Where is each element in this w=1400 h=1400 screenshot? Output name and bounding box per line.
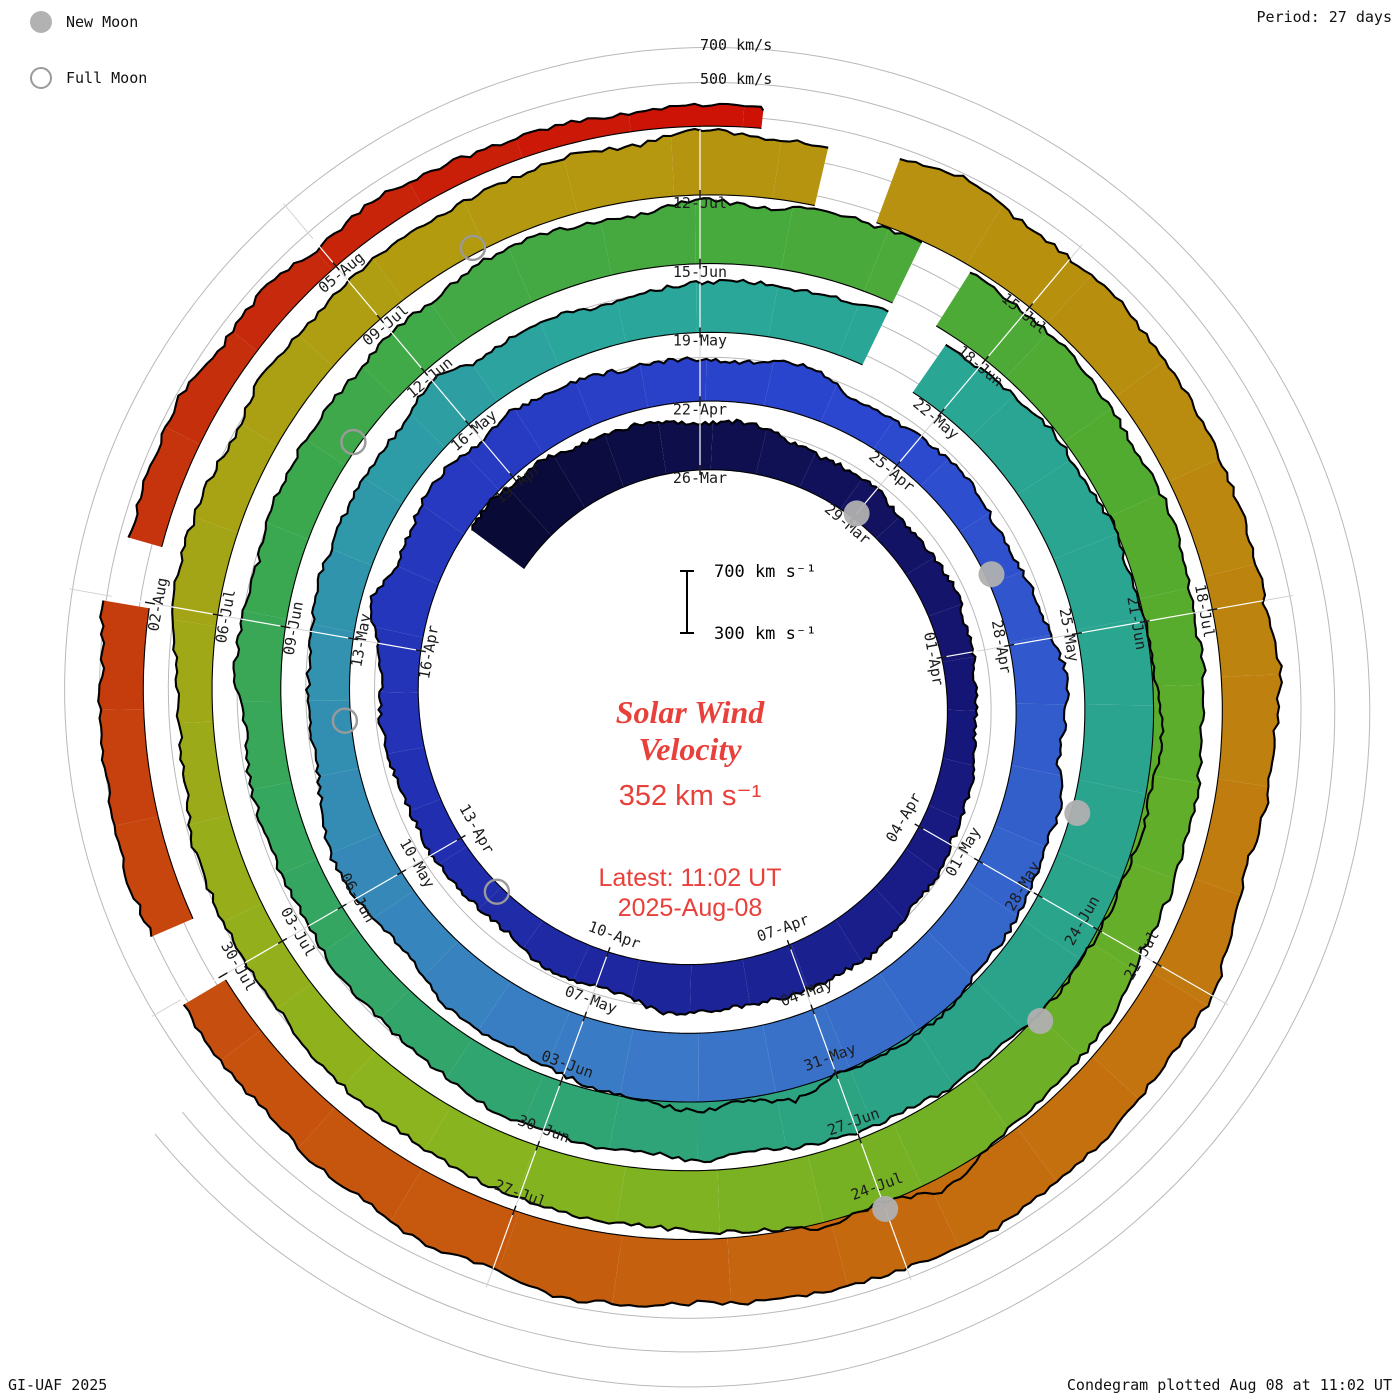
credit-label: GI-UAF 2025 bbox=[8, 1376, 108, 1394]
new-moon-marker bbox=[1064, 800, 1091, 826]
gridline-label-700: 700 km/s bbox=[700, 36, 773, 54]
full-moon-marker bbox=[459, 234, 487, 262]
moon-markers bbox=[331, 234, 1091, 1222]
current-velocity-value: 352 km s⁻¹ bbox=[618, 780, 762, 812]
full-moon-marker bbox=[340, 428, 367, 456]
date-tick-label: 19-May bbox=[673, 332, 727, 350]
date-tick-label: 02-Aug bbox=[144, 576, 171, 632]
full-moon-label: Full Moon bbox=[66, 69, 148, 87]
full-moon-marker bbox=[331, 707, 359, 734]
full-moon-icon bbox=[30, 67, 52, 89]
period-label: Period: 27 days bbox=[1256, 8, 1392, 26]
new-moon-label: New Moon bbox=[66, 13, 139, 31]
date-tick-label: 26-Mar bbox=[673, 469, 727, 487]
scale-bar-cap-top bbox=[680, 570, 694, 572]
plot-title-line1: Solar Wind bbox=[615, 694, 765, 730]
spiral-band-fills bbox=[98, 103, 1282, 1307]
new-moon-marker bbox=[872, 1195, 899, 1222]
date-tick-label: 22-Apr bbox=[673, 400, 727, 418]
scale-bar-cap-bottom bbox=[680, 632, 694, 634]
date-tick-label: 15-Jun bbox=[673, 263, 727, 281]
legend-new-moon-row: New Moon bbox=[30, 10, 147, 34]
scale-bar-label-300: 300 km s⁻¹ bbox=[714, 624, 817, 644]
radial-scale-bar: 700 km s⁻¹ 300 km s⁻¹ bbox=[676, 562, 856, 646]
gridline-label-500: 500 km/s bbox=[700, 70, 773, 88]
velocity-curve-outline bbox=[97, 102, 1283, 1308]
latest-time-label: Latest: 11:02 UT bbox=[598, 864, 782, 892]
scale-bar-line bbox=[686, 570, 688, 634]
new-moon-marker bbox=[978, 561, 1005, 588]
date-tick-label: 12-Jul bbox=[673, 194, 727, 212]
new-moon-icon bbox=[30, 11, 52, 33]
legend-full-moon-row: Full Moon bbox=[30, 66, 147, 90]
new-moon-marker bbox=[1027, 1008, 1054, 1034]
spiral-baseline bbox=[142, 125, 1223, 1241]
latest-date-label: 2025-Aug-08 bbox=[617, 894, 763, 922]
scale-bar-label-700: 700 km s⁻¹ bbox=[714, 562, 817, 582]
center-readout: Solar Wind Velocity 352 km s⁻¹ Latest: 1… bbox=[460, 694, 920, 923]
plotted-at-label: Condegram plotted Aug 08 at 11:02 UT bbox=[1066, 1376, 1392, 1394]
new-moon-marker bbox=[843, 500, 870, 527]
plot-title-line2: Velocity bbox=[638, 731, 742, 767]
full-moon-marker bbox=[483, 878, 511, 905]
moon-legend: New Moon Full Moon bbox=[30, 10, 147, 90]
